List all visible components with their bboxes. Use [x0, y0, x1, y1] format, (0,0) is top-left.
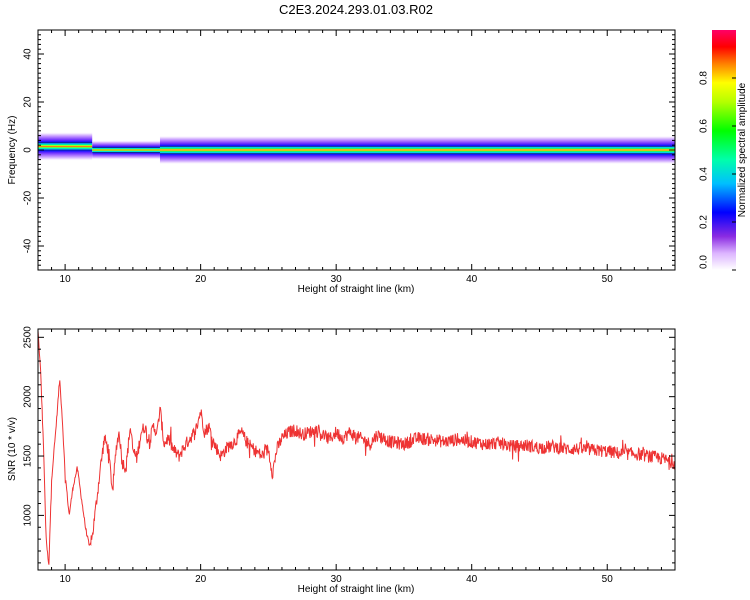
spectrogram-y-tick-label: -40 — [23, 238, 34, 253]
spectrogram-band — [38, 132, 675, 165]
colorbar-tick-label: 0.2 — [699, 215, 710, 229]
colorbar-label: Normalized spectral amplitude — [737, 82, 748, 217]
snr-frame — [37, 328, 676, 571]
snr-x-tick-label: 20 — [195, 574, 207, 585]
spectrogram-y-label: Frequency (Hz) — [7, 116, 18, 185]
spectrogram-x-tick-label: 30 — [331, 274, 343, 285]
snr-x-tick-label: 30 — [331, 574, 343, 585]
spectrogram-band-segment — [92, 140, 160, 160]
snr-x-tick-label: 50 — [602, 574, 614, 585]
snr-y-label: SNR (10 * v/v) — [7, 417, 18, 481]
spectrogram-x-tick-label: 50 — [602, 274, 614, 285]
snr-plot-area — [38, 329, 675, 570]
spectrogram-band-segment — [38, 132, 93, 161]
spectrogram-frame — [37, 29, 676, 271]
snr-y-tick-label: 2500 — [23, 326, 34, 349]
spectrogram-x-tick-label: 40 — [466, 274, 478, 285]
snr-panel: 10 20 30 40 50 1000 1500 2000 2500 Height of st… — [7, 326, 676, 595]
colorbar-ticks: 0.0 0.2 0.4 0.6 0.8 — [699, 71, 736, 271]
snr-series-line — [38, 330, 675, 565]
spectrogram-center-line — [38, 142, 675, 154]
figure-title: C2E3.2024.293.01.03.R02 — [279, 2, 433, 17]
spectrogram-x-label: Height of straight line (km) — [298, 284, 415, 295]
snr-y-ticks: 1000 1500 2000 2500 — [23, 326, 675, 564]
colorbar-tick-label: 0.8 — [699, 71, 710, 85]
snr-y-tick-label: 1500 — [23, 444, 34, 467]
spectrogram-y-tick-label: 0 — [23, 147, 34, 153]
spectrogram-y-tick-label: 40 — [23, 48, 34, 60]
spectrogram-y-tick-label: -20 — [23, 190, 34, 205]
spectrogram-band-segment — [159, 135, 675, 165]
colorbar-tick-label: 0.0 — [699, 255, 710, 269]
spectrogram-y-tick-label: 20 — [23, 96, 34, 108]
spectrogram-panel: 10 20 30 40 50 -40 -20 0 20 40 Height of straigh… — [7, 29, 676, 295]
colorbar-tick-label: 0.4 — [699, 167, 710, 181]
colorbar-gradient — [712, 30, 736, 270]
snr-x-tick-label: 40 — [466, 574, 478, 585]
snr-y-tick-label: 1000 — [23, 504, 34, 527]
snr-x-tick-label: 10 — [60, 574, 72, 585]
colorbar: 0.0 0.2 0.4 0.6 0.8 Normalized spectral ampl… — [699, 30, 748, 271]
snr-y-tick-label: 2000 — [23, 385, 34, 408]
colorbar-tick-label: 0.6 — [699, 119, 710, 133]
spectrogram-x-tick-label: 10 — [60, 274, 72, 285]
spectrogram-x-tick-label: 20 — [195, 274, 207, 285]
snr-x-label: Height of straight line (km) — [298, 584, 415, 595]
